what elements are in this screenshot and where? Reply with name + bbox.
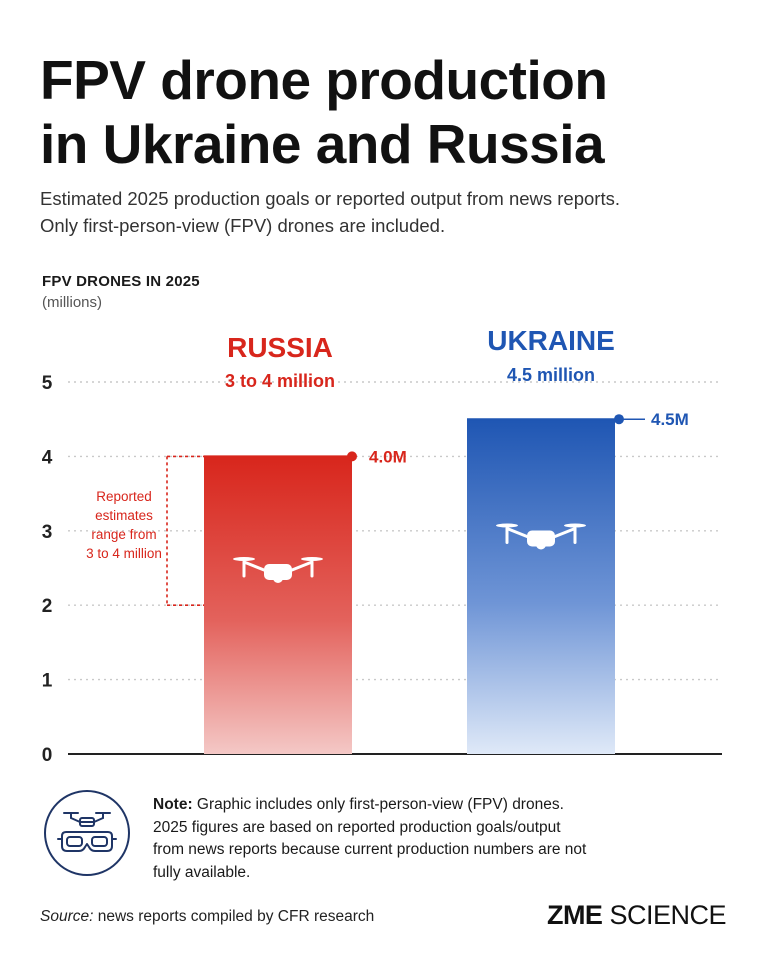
chart-unit-label: (millions): [42, 294, 102, 311]
source-label: Source:: [40, 908, 94, 925]
value-label: 4.5M: [651, 410, 689, 429]
source-line: Source: news reports compiled by CFR res…: [40, 908, 374, 926]
category-subtitle: 4.5 million: [507, 365, 595, 385]
value-label: 4.0M: [369, 447, 407, 466]
category-label-russia: RUSSIA: [227, 332, 333, 363]
chart-axis-label: FPV DRONES IN 2025: [42, 273, 200, 290]
y-tick-label: 0: [42, 745, 53, 766]
fpv-goggles-drone-icon: [44, 790, 130, 876]
title-line-2: in Ukraine and Russia: [40, 113, 605, 175]
category-label-ukraine: UKRAINE: [487, 325, 615, 356]
y-tick-label: 5: [42, 373, 53, 394]
range-annotation-line: range from: [91, 527, 156, 542]
title-line-1: FPV drone production: [40, 49, 608, 111]
y-tick-label: 3: [42, 522, 53, 543]
value-marker-dot: [347, 451, 357, 462]
note-text: Note: Graphic includes only first-person…: [153, 794, 593, 884]
note-label: Note:: [153, 796, 193, 813]
bar-ukraine: [467, 419, 615, 754]
note-box: Note: Graphic includes only first-person…: [40, 776, 730, 896]
bar-russia: [204, 456, 352, 754]
y-tick-label: 2: [42, 596, 53, 617]
brand-logo: ZME SCIENCE: [546, 900, 727, 931]
source-text: news reports compiled by CFR research: [97, 908, 375, 925]
y-tick-label: 4: [42, 447, 53, 468]
note-body: Graphic includes only first-person-view …: [153, 796, 587, 881]
range-annotation-line: estimates: [95, 508, 153, 523]
brand-light: SCIENCE: [609, 900, 726, 930]
chart-title: FPV drone production in Ukraine and Russ…: [40, 48, 740, 176]
category-subtitle: 3 to 4 million: [225, 371, 335, 391]
bar-chart: 0 1 2 3 4 5 RUSSIA 3 to 4 million 4.0M UKRAINE 4.…: [42, 325, 722, 766]
brand-bold: ZME: [546, 900, 603, 930]
range-annotation-line: Reported: [96, 489, 152, 504]
range-annotation-line: 3 to 4 million: [86, 546, 162, 561]
y-tick-label: 1: [42, 671, 53, 692]
chart-subtitle: Estimated 2025 production goals or repor…: [40, 188, 620, 236]
value-marker-dot: [614, 414, 624, 425]
